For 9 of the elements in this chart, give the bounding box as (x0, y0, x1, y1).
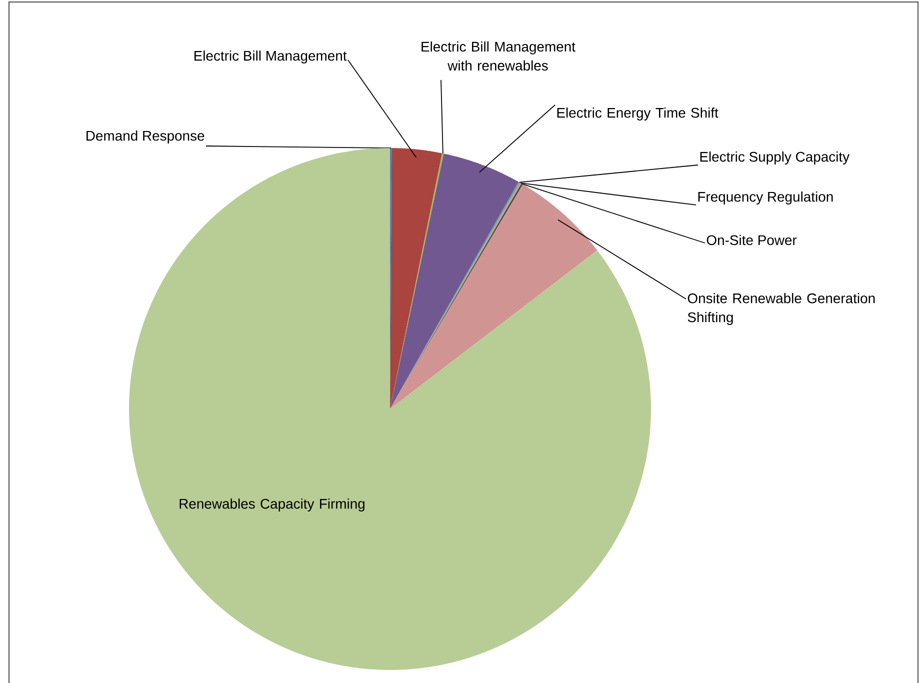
slice-label: Frequency Regulation (698, 191, 833, 204)
slice-label: Onsite Renewable Generation Shifting (688, 293, 875, 325)
slice-label: Electric Supply Capacity (700, 151, 850, 164)
slice-label: On-Site Power (706, 234, 797, 246)
slice-label: Electric Bill Management (194, 50, 347, 64)
slice-label: Electric Energy Time Shift (557, 107, 718, 120)
slice-label: Demand Response (86, 130, 204, 144)
slice-label: Renewables Capacity Firming (180, 498, 364, 512)
slice-label: Electric Bill Management with renewables (422, 41, 576, 71)
